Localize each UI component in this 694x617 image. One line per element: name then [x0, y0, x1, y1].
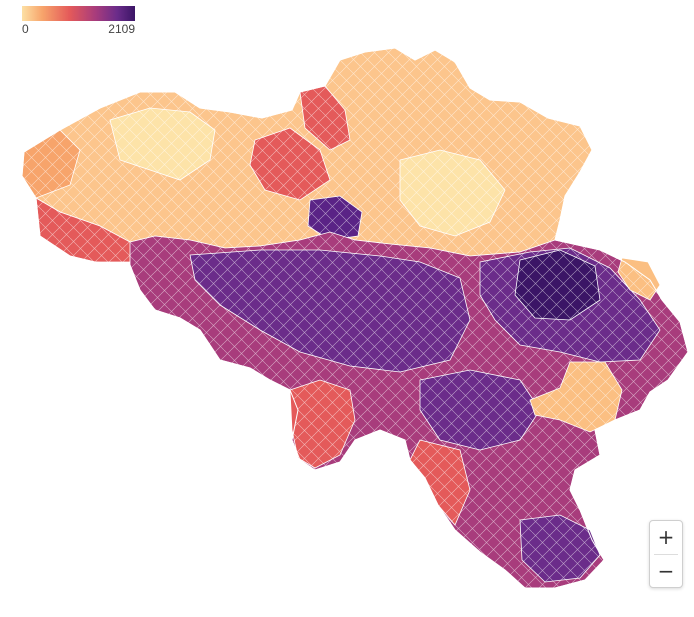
- municipality-borders: [21, 47, 689, 589]
- zoom-separator: [654, 554, 678, 555]
- color-legend: 0 2109: [22, 6, 135, 36]
- legend-min-label: 0: [22, 22, 29, 36]
- legend-gradient-bar: [22, 6, 135, 21]
- zoom-control: + −: [649, 520, 683, 588]
- legend-max-label: 2109: [108, 22, 135, 36]
- zoom-out-button[interactable]: −: [650, 555, 682, 588]
- zoom-in-button[interactable]: +: [650, 521, 682, 554]
